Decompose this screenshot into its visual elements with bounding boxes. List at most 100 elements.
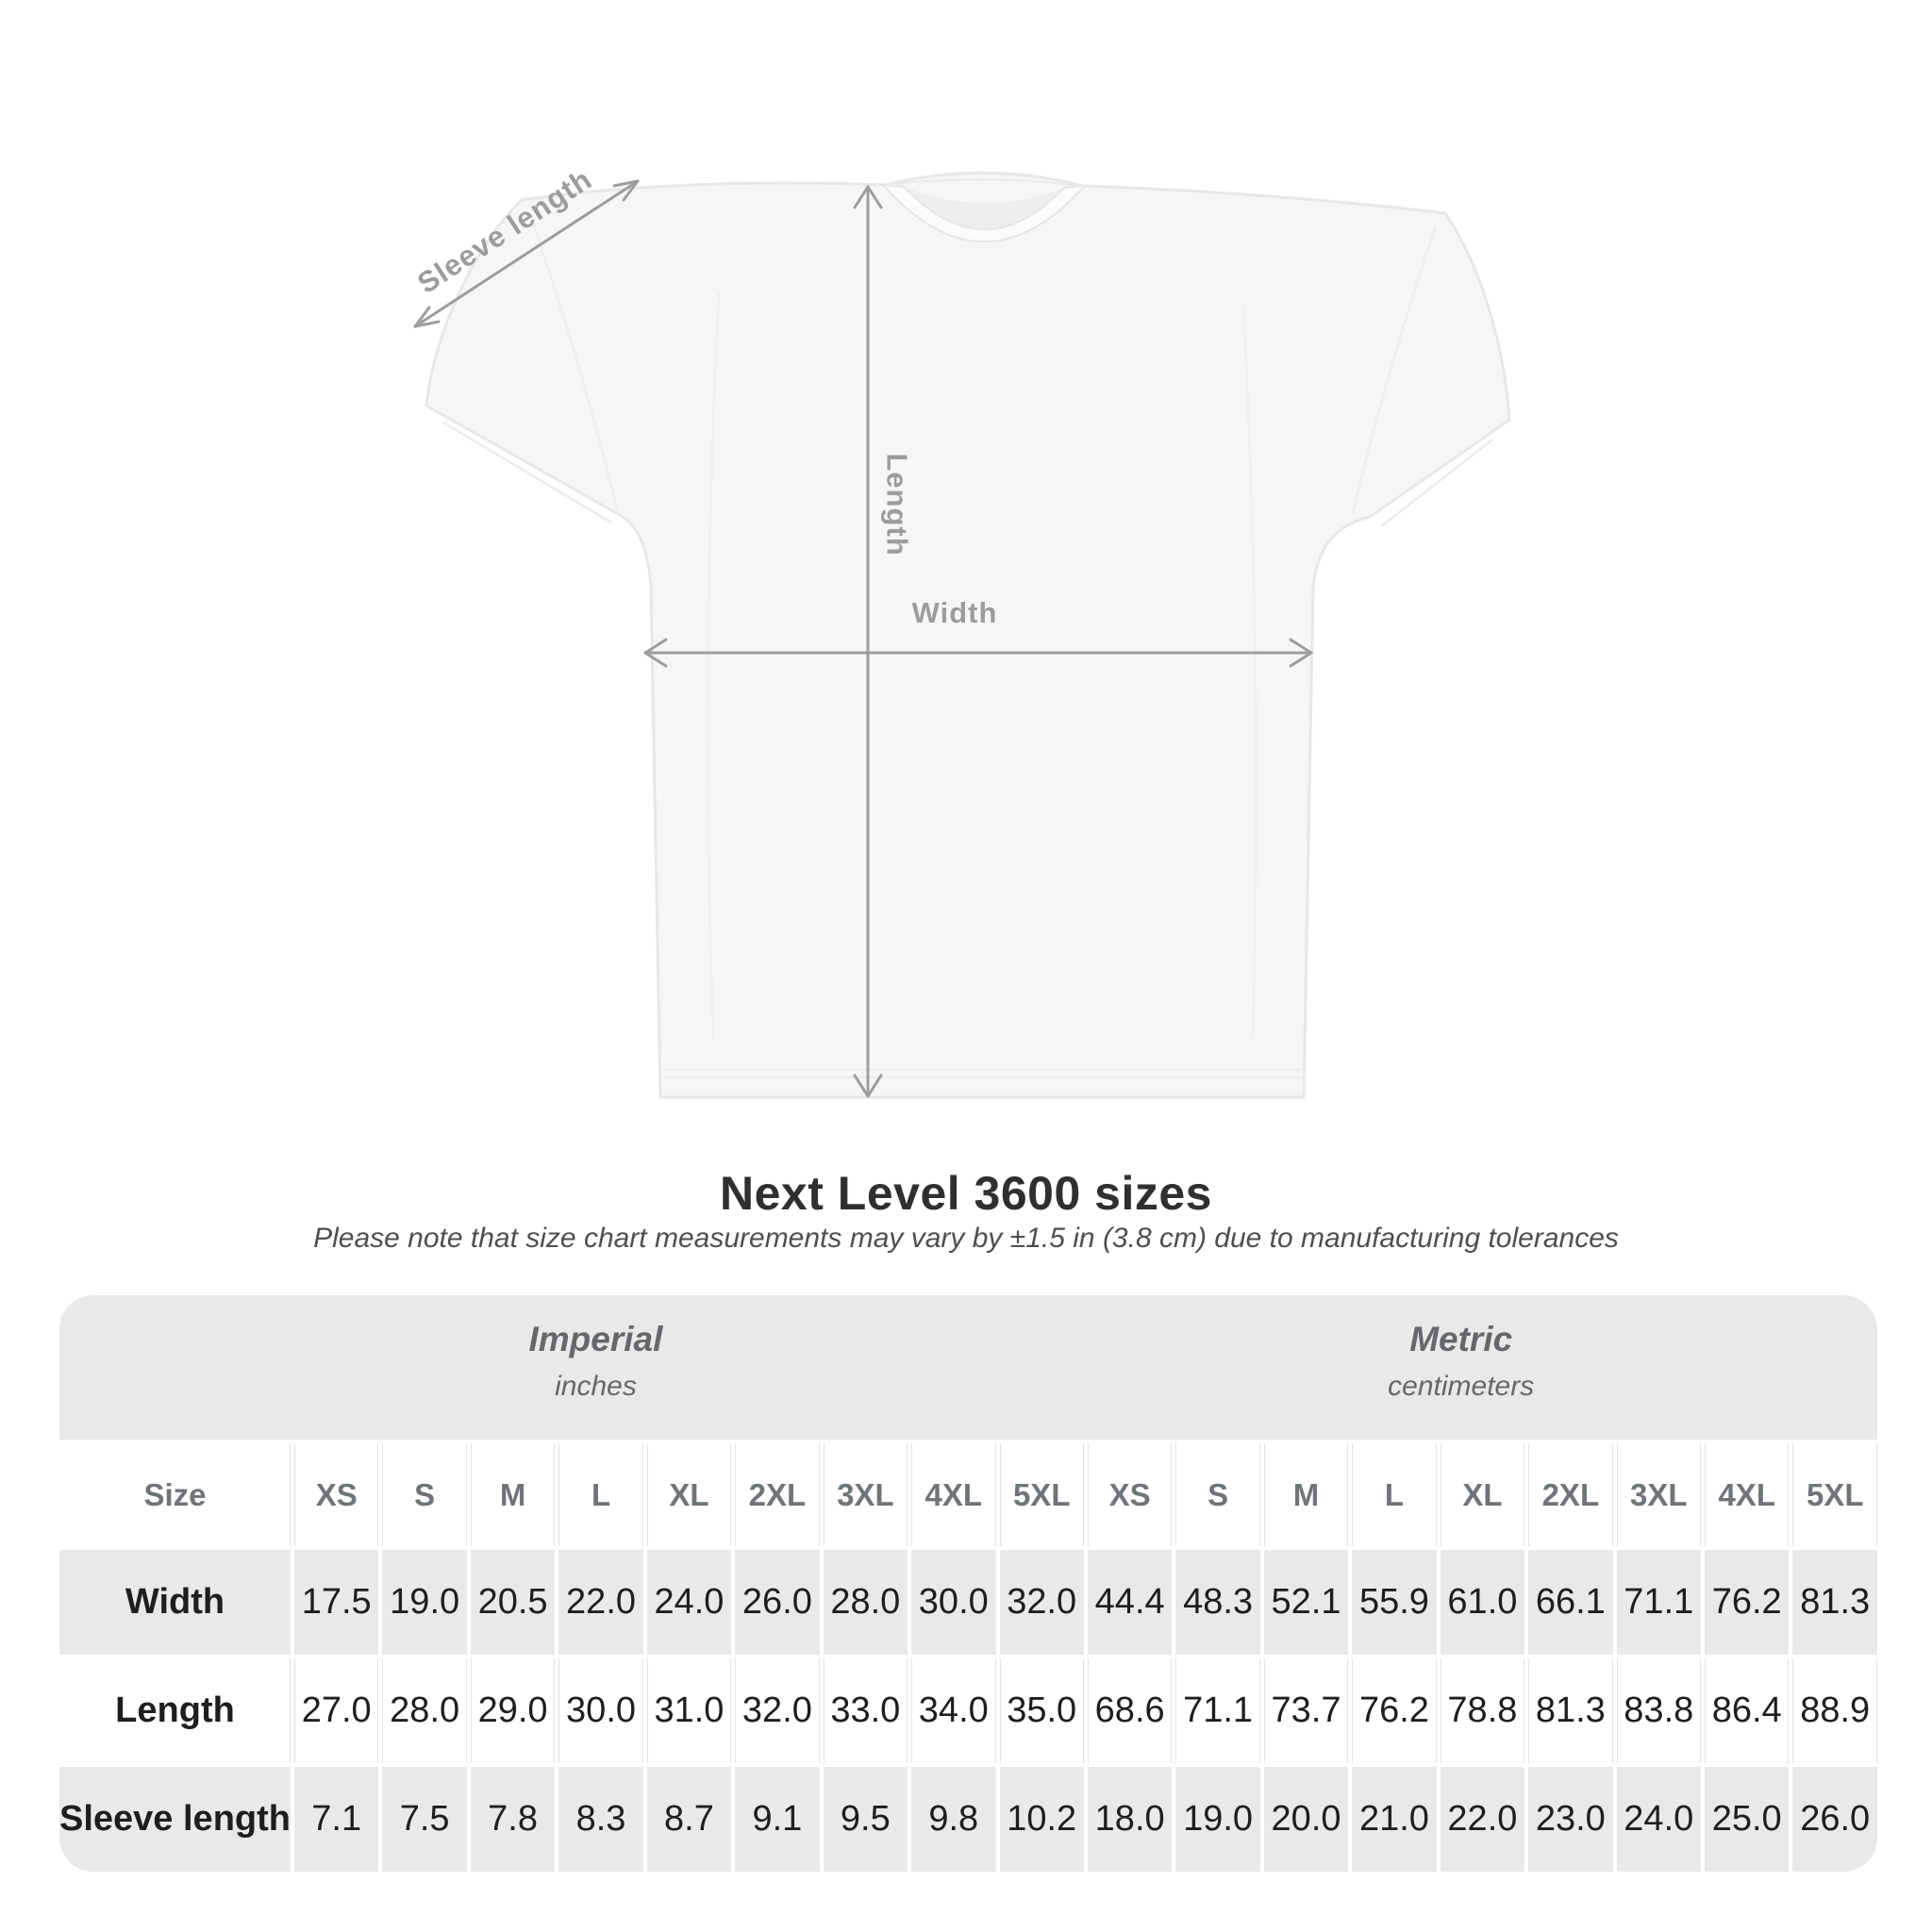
value-metric: 73.7 [1263,1658,1349,1763]
value-metric: 71.1 [1175,1658,1260,1763]
value-imperial: 34.0 [911,1658,996,1763]
size-header-metric-xs: XS [1087,1443,1173,1546]
value-imperial: 26.0 [735,1550,820,1655]
size-chart: Imperial inches Metric centimeters Size X… [56,1291,1881,1875]
value-metric: 68.6 [1087,1658,1173,1763]
page-subtitle: Please note that size chart measurements… [313,1223,1619,1254]
value-imperial: 31.0 [646,1658,732,1763]
size-header-imperial-4xl: 4XL [911,1443,996,1546]
tshirt-measurement-diagram: Sleeve length Length Width [411,162,1511,1099]
row-label: Width [59,1550,291,1655]
value-metric: 66.1 [1528,1550,1613,1655]
imperial-unit-group: Imperial inches [359,1320,831,1403]
row-label: Sleeve length [59,1767,291,1872]
value-metric: 44.4 [1087,1550,1173,1655]
value-imperial: 17.5 [294,1550,379,1655]
value-metric: 55.9 [1352,1550,1437,1655]
value-imperial: 30.0 [911,1550,996,1655]
value-imperial: 24.0 [646,1550,732,1655]
value-imperial: 7.1 [294,1767,379,1872]
value-metric: 19.0 [1175,1767,1260,1872]
value-metric: 52.1 [1263,1550,1349,1655]
value-imperial: 32.0 [999,1550,1084,1655]
tshirt-illustration [425,171,1511,1099]
size-header-imperial-l: L [558,1443,643,1546]
value-imperial: 9.5 [823,1767,908,1872]
value-imperial: 28.0 [823,1550,908,1655]
length-label: Length [881,453,914,556]
value-metric: 83.8 [1616,1658,1701,1763]
value-metric: 21.0 [1352,1767,1437,1872]
value-metric: 76.2 [1705,1550,1790,1655]
value-metric: 25.0 [1705,1767,1790,1872]
value-metric: 48.3 [1175,1550,1260,1655]
size-header-metric-5xl: 5XL [1792,1443,1877,1546]
metric-label: Metric [1409,1320,1513,1358]
value-metric: 22.0 [1440,1767,1525,1872]
size-header-imperial-5xl: 5XL [999,1443,1084,1546]
width-label: Width [912,596,998,629]
metric-unit-label: centimeters [1388,1371,1535,1402]
value-imperial: 7.5 [382,1767,467,1872]
tshirt-body [425,171,1511,1099]
size-column-header: Size [59,1443,291,1546]
value-metric: 26.0 [1792,1767,1877,1872]
left-sleeve-seam [528,214,619,510]
value-metric: 81.3 [1792,1550,1877,1655]
size-header-metric-xl: XL [1440,1443,1525,1546]
size-header-imperial-xl: XL [646,1443,732,1546]
value-imperial: 27.0 [294,1658,379,1763]
units-band-row: Imperial inches Metric centimeters [59,1295,1877,1440]
collar-band [880,183,1088,243]
value-imperial: 19.0 [382,1550,467,1655]
length-arrow [853,185,883,1098]
value-imperial: 10.2 [999,1767,1084,1872]
size-chart-table: Imperial inches Metric centimeters Size X… [56,1291,1881,1875]
value-imperial: 22.0 [558,1550,643,1655]
size-header-row: Size XS S M L XL 2XL 3XL 4XL 5XL XS S M L XL 2XL 3XL 4XL 5… [59,1443,1877,1546]
value-metric: 18.0 [1087,1767,1173,1872]
bottom-hem-stitch [664,1068,1300,1079]
size-header-metric-l: L [1352,1443,1437,1546]
size-header-metric-4xl: 4XL [1705,1443,1790,1546]
size-header-imperial-s: S [382,1443,467,1546]
value-metric: 76.2 [1352,1658,1437,1763]
sleeve-length-arrow [413,179,640,328]
value-imperial: 8.7 [646,1767,732,1872]
size-header-metric-2xl: 2XL [1528,1443,1613,1546]
imperial-unit-label: inches [555,1371,637,1402]
value-imperial: 33.0 [823,1658,908,1763]
size-header-imperial-3xl: 3XL [823,1443,908,1546]
back-collar-edge [886,178,1082,187]
fold-line [1241,306,1257,1039]
row-label: Length [59,1658,291,1763]
size-header-imperial-2xl: 2XL [735,1443,820,1546]
page-title: Next Level 3600 sizes [720,1167,1212,1220]
value-imperial: 7.8 [470,1767,556,1872]
value-imperial: 20.5 [470,1550,556,1655]
right-sleeve-hem-stitch [1380,439,1493,527]
value-metric: 88.9 [1792,1658,1877,1763]
size-header-imperial-xs: XS [294,1443,379,1546]
value-imperial: 32.0 [735,1658,820,1763]
size-header-metric-m: M [1263,1443,1349,1546]
value-metric: 86.4 [1705,1658,1790,1763]
value-imperial: 8.3 [558,1767,643,1872]
value-imperial: 9.8 [911,1767,996,1872]
measurement-row-width: Width 17.5 19.0 20.5 22.0 24.0 26.0 28.0 30.0 32.… [59,1550,1877,1655]
value-metric: 61.0 [1440,1550,1525,1655]
value-metric: 71.1 [1616,1550,1701,1655]
value-imperial: 35.0 [999,1658,1084,1763]
value-metric: 81.3 [1528,1658,1613,1763]
size-header-metric-s: S [1175,1443,1260,1546]
right-sleeve-seam [1351,225,1438,514]
value-metric: 20.0 [1263,1767,1349,1872]
value-imperial: 30.0 [558,1658,643,1763]
value-imperial: 29.0 [470,1658,556,1763]
value-metric: 24.0 [1616,1767,1701,1872]
measurement-row-length: Length 27.0 28.0 29.0 30.0 31.0 32.0 33.0 34.0 35… [59,1658,1877,1763]
value-imperial: 9.1 [735,1767,820,1872]
value-imperial: 28.0 [382,1658,467,1763]
left-sleeve-hem-stitch [442,421,612,525]
measurement-row-sleeve-length: Sleeve length 7.1 7.5 7.8 8.3 8.7 9.1 9.5 9.8 10.… [59,1767,1877,1872]
